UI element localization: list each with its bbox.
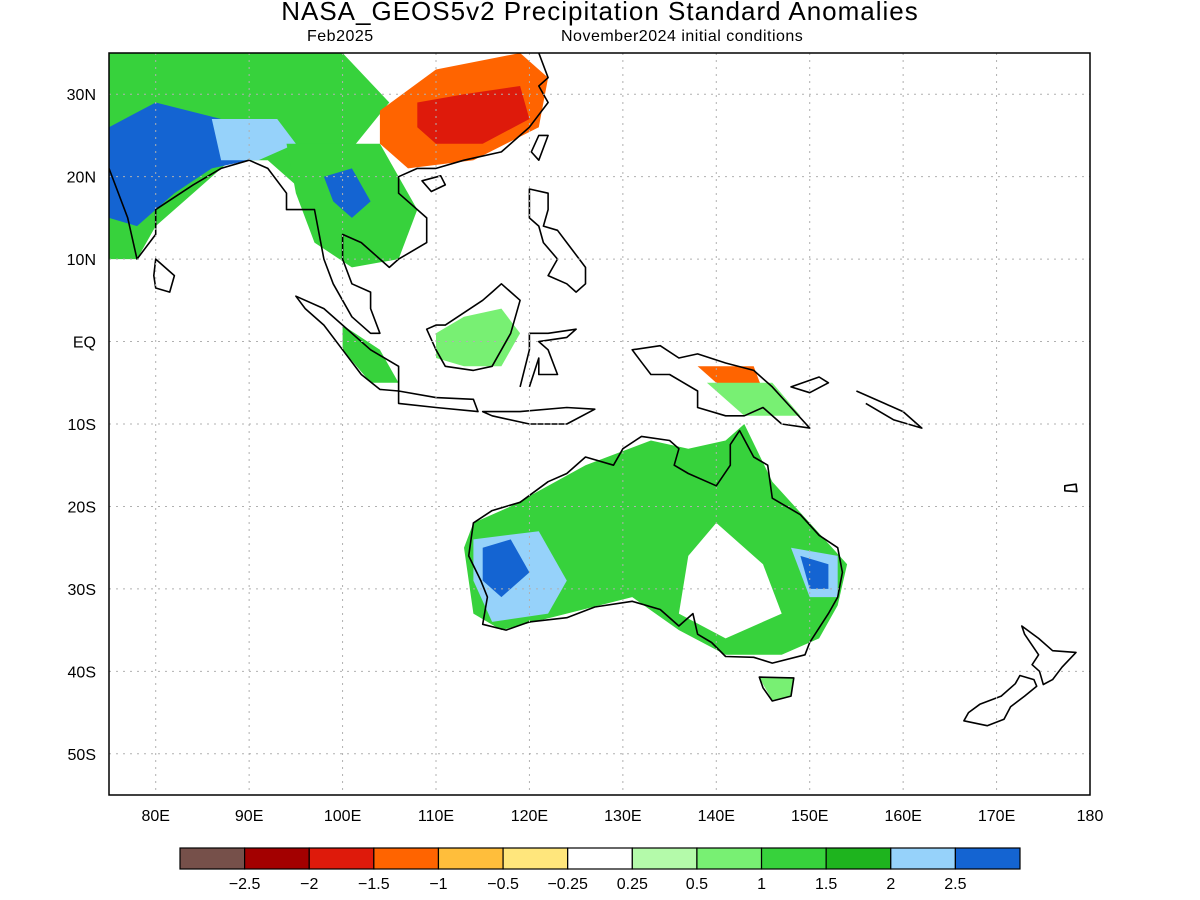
lon-label: 160E <box>884 808 921 825</box>
coast-sulawesi <box>519 328 577 388</box>
lon-label: 180 <box>1077 808 1104 825</box>
colorbar-swatch <box>373 847 440 870</box>
coast-java <box>397 390 479 413</box>
forecast-month: Feb2025 <box>307 28 374 45</box>
coast-borneo <box>425 282 521 372</box>
anomaly-regions <box>109 53 848 701</box>
colorbar-swatch <box>502 847 569 870</box>
plot-frame <box>108 52 1091 796</box>
region-india-wet-halo <box>211 119 296 161</box>
lon-label: 170E <box>978 808 1015 825</box>
colorbar-swatch <box>825 847 892 870</box>
lat-label: 10N <box>67 252 96 269</box>
coast-india-asia-coast <box>109 53 549 335</box>
colorbar-swatch <box>890 847 956 870</box>
coast-taiwan <box>530 134 549 161</box>
lon-label: 110E <box>418 808 454 825</box>
coast-fiji <box>1064 483 1078 493</box>
lon-label: 120E <box>511 808 548 825</box>
lon-label: 100E <box>324 808 361 825</box>
colorbar-label: 1 <box>757 876 766 893</box>
region-sumatra <box>342 325 399 383</box>
lat-label: 50S <box>68 747 96 764</box>
region-western-australia-wet-core <box>482 539 530 598</box>
colorbar-swatch <box>437 847 504 870</box>
coast-hainan <box>421 175 447 193</box>
colorbar-label: −1.5 <box>358 876 390 893</box>
latitude-labels: 30N 20N 10N EQ 10S 20S 30S 40S 50S <box>67 87 96 764</box>
coast-australia <box>467 429 844 664</box>
lat-label: 30S <box>68 582 96 599</box>
coast-new-britain <box>790 376 830 394</box>
coast-lesser-sunda <box>481 406 596 425</box>
coast-sumatra <box>295 295 400 392</box>
coast-new-zealand-south-island <box>963 674 1038 727</box>
initial-conditions: November2024 initial conditions <box>561 28 804 45</box>
region-south-china-dry-core <box>417 86 530 144</box>
lat-label: 10S <box>68 417 96 434</box>
colorbar-swatch <box>954 847 1021 870</box>
colorbar-label: −2.5 <box>229 876 261 893</box>
lon-label: 150E <box>791 808 828 825</box>
lon-label: 130E <box>604 808 641 825</box>
lat-label: 30N <box>67 87 96 104</box>
colorbar-label: −0.25 <box>547 876 588 893</box>
colorbar-swatch <box>567 847 633 870</box>
region-australia-central-dry <box>678 522 782 639</box>
coast-tasmania <box>758 676 795 702</box>
colorbar-swatch <box>631 847 698 870</box>
colorbar-label: 1.5 <box>815 876 837 893</box>
region-borneo <box>436 308 521 367</box>
colorbar-swatch <box>696 847 763 870</box>
lat-label: EQ <box>73 335 96 352</box>
lon-label: 90E <box>235 808 263 825</box>
colorbar <box>179 847 1021 870</box>
colorbar-swatch <box>179 847 246 870</box>
colorbar-label: 0.5 <box>686 876 708 893</box>
colorbar-label: −0.5 <box>487 876 519 893</box>
region-eastern-australia-wet-core <box>800 555 829 589</box>
colorbar-label: −2 <box>300 876 318 893</box>
coast-sri-lanka <box>153 258 176 293</box>
gridlines <box>109 53 1090 795</box>
lat-label: 40S <box>68 664 96 681</box>
coast-solomon-islands <box>856 390 923 429</box>
lon-label: 80E <box>141 808 169 825</box>
colorbar-swatch <box>760 847 827 870</box>
colorbar-label: 2 <box>886 876 895 893</box>
longitude-labels: 80E 90E 100E 110E 120E 130E 140E 150E 160E 170E 18… <box>141 808 1103 825</box>
lat-label: 20N <box>67 170 96 187</box>
colorbar-swatch <box>308 847 375 870</box>
colorbar-label: 2.5 <box>944 876 966 893</box>
coast-new-zealand-north-island <box>1020 625 1077 686</box>
lon-label: 140E <box>698 808 735 825</box>
region-myanmar-thailand-wet <box>323 168 371 218</box>
colorbar-label: −1 <box>429 876 447 893</box>
coastlines <box>109 53 1078 727</box>
colorbar-labels: −2.5 −2 −1.5 −1 −0.5 −0.25 0.25 0.5 1 1.5 2 2.5 <box>229 876 967 893</box>
coast-philippines <box>528 188 587 293</box>
lat-label: 20S <box>68 499 96 516</box>
region-tasmania <box>759 677 794 701</box>
map-title: NASA_GEOS5v2 Precipitation Standard Anom… <box>281 0 919 26</box>
colorbar-swatch <box>244 847 310 870</box>
colorbar-label: 0.25 <box>617 876 648 893</box>
